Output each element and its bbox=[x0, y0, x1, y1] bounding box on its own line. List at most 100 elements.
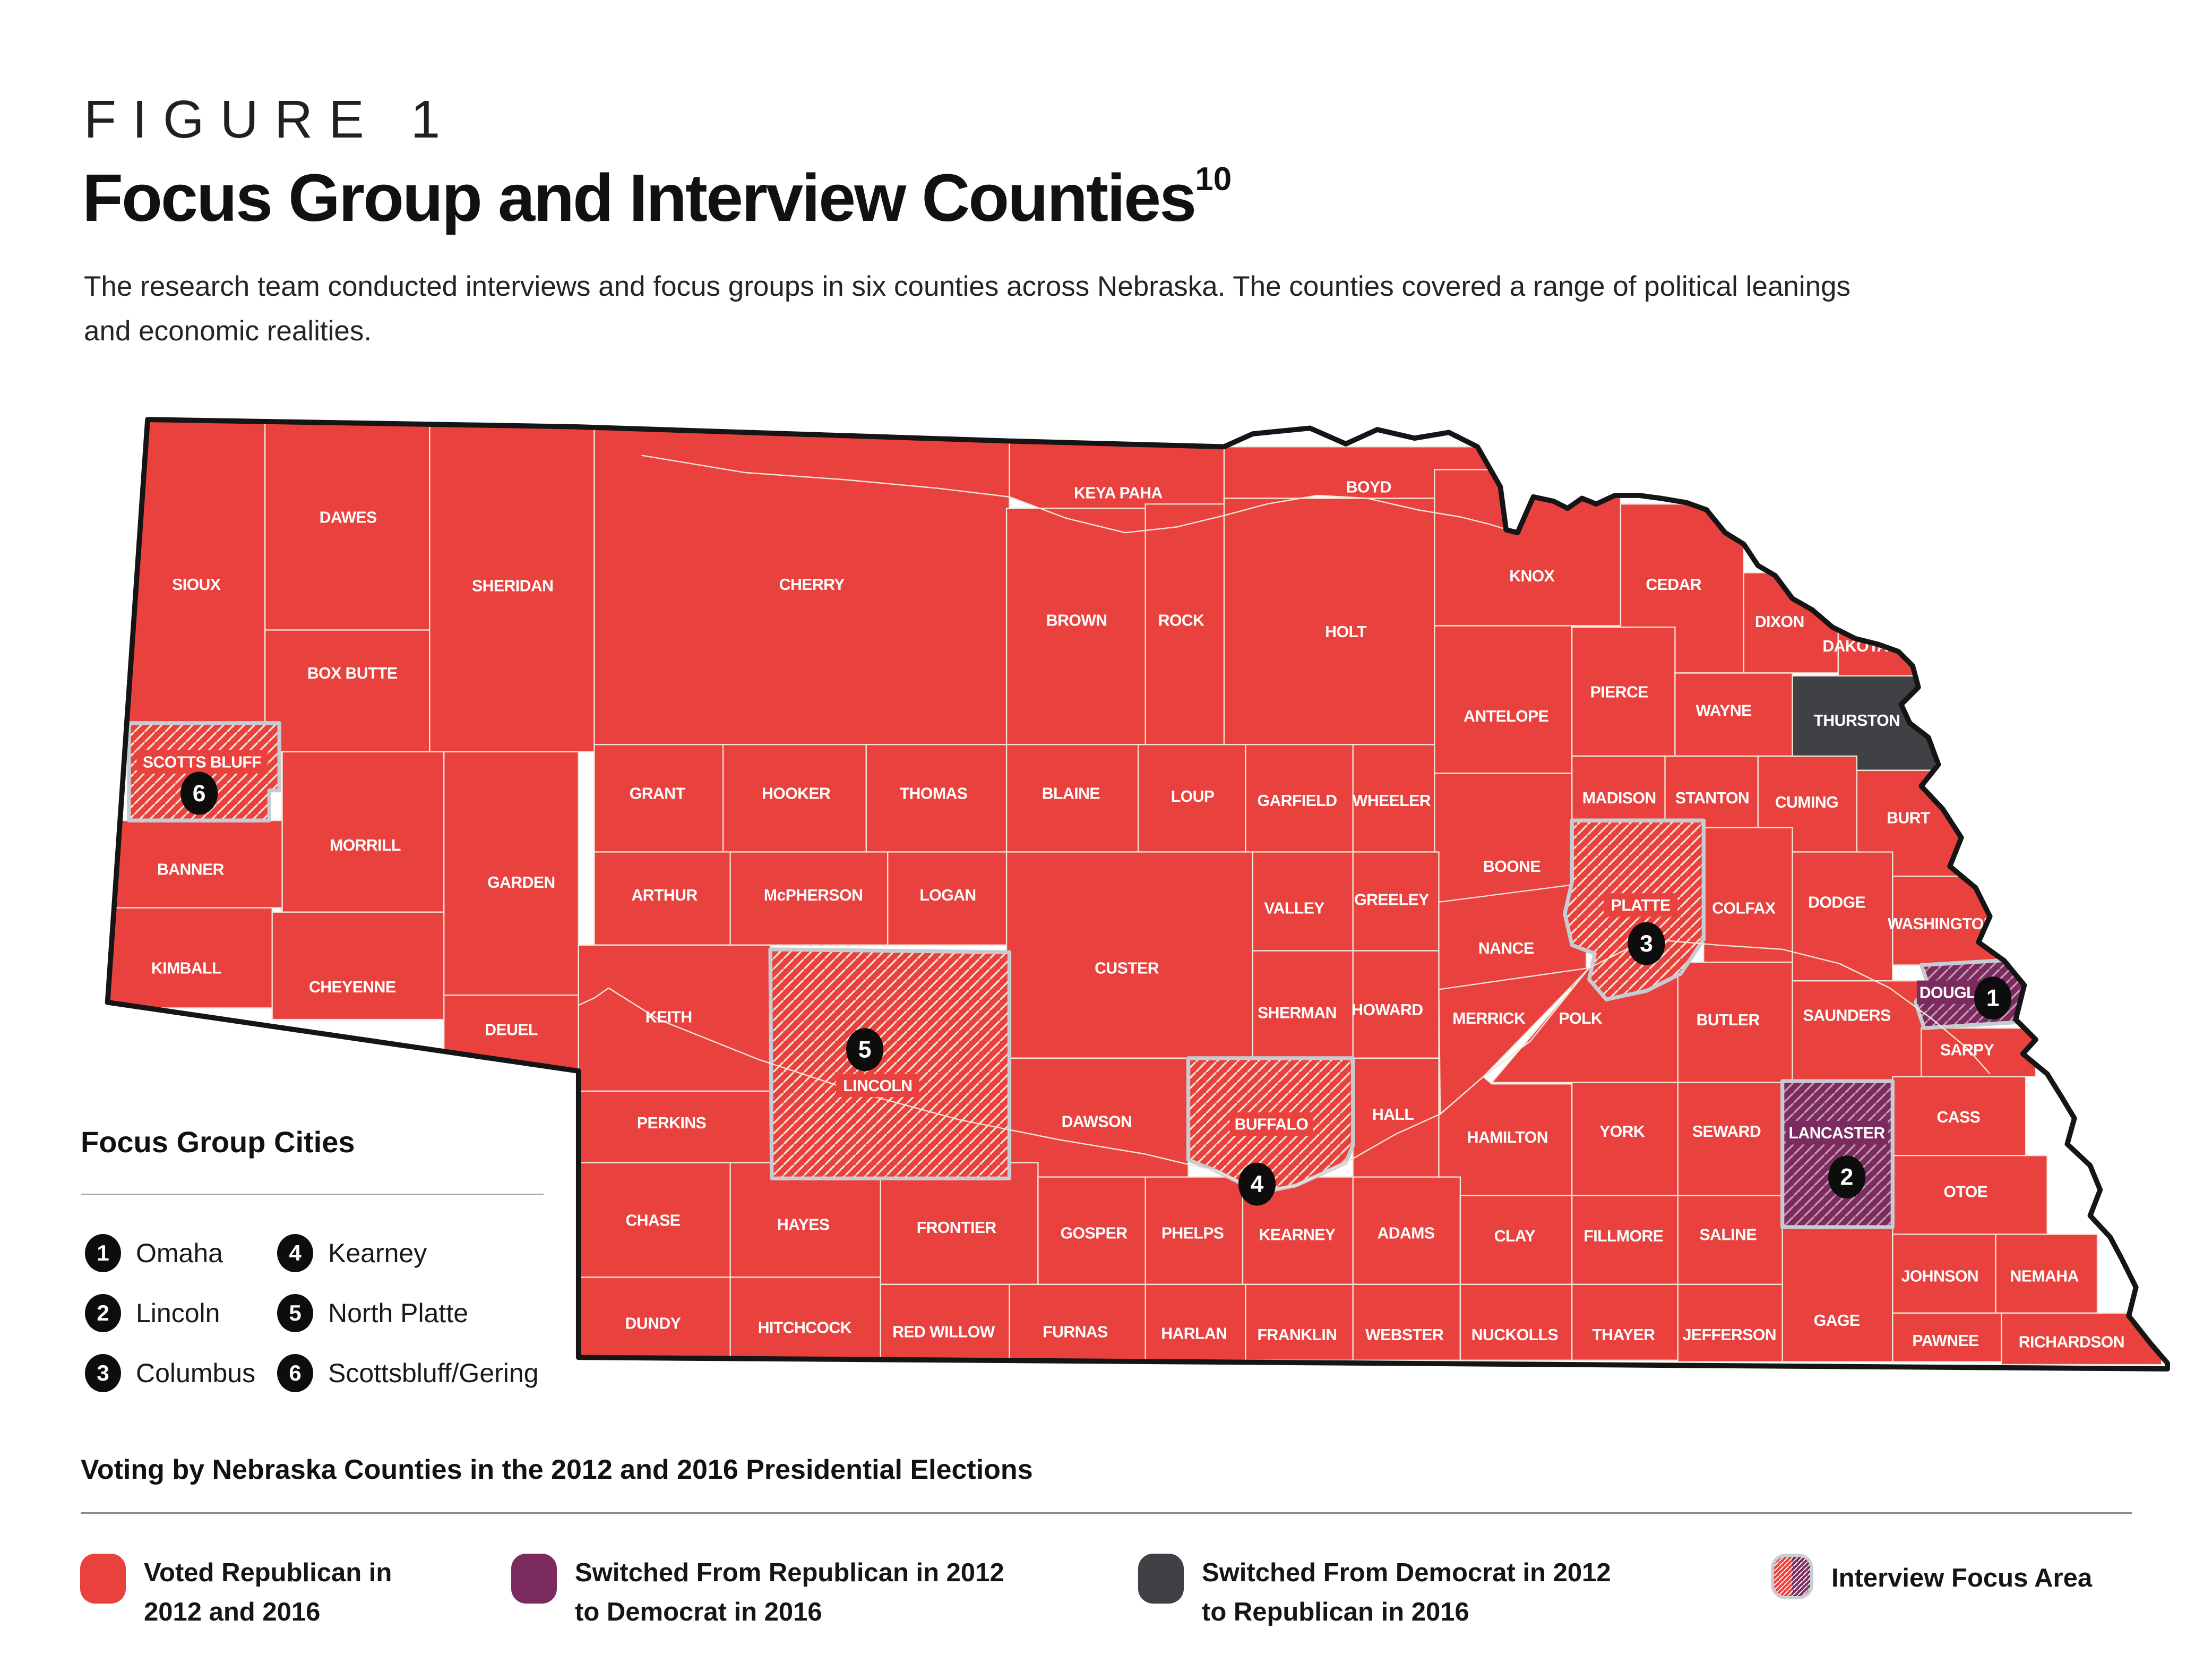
focus-city-number-badge: 1 bbox=[85, 1234, 121, 1272]
county-label-harlan: HARLAN bbox=[1161, 1325, 1227, 1342]
county-shape-custer bbox=[1005, 851, 1254, 1059]
county-label-gage: GAGE bbox=[1814, 1312, 1860, 1330]
county-labels-layer: SIOUX DAWES BOX BUTTE SHERIDAN CHERRY KEYA PA… bbox=[136, 479, 2125, 1351]
focus-city-item-scottsbluff-gering: 6 Scottsbluff/Gering bbox=[277, 1354, 539, 1392]
county-label-fillmore: FILLMORE bbox=[1583, 1228, 1663, 1245]
county-label-blaine: BLAINE bbox=[1042, 785, 1100, 803]
county-label-dawes: DAWES bbox=[320, 509, 377, 526]
county-shape-sarpy bbox=[1921, 1027, 2037, 1078]
map-marker-circle-6 bbox=[180, 772, 218, 815]
county-label-saline: SALINE bbox=[1699, 1226, 1756, 1244]
voting-legend-item-1: Voted Republican in 2012 and 2016 bbox=[80, 1554, 392, 1632]
county-label-hall: HALL bbox=[1372, 1106, 1414, 1124]
county-label-sherman: SHERMAN bbox=[1258, 1004, 1337, 1022]
county-shape-saunders bbox=[1792, 980, 1926, 1092]
county-label-greeley: GREELEY bbox=[1354, 891, 1429, 909]
county-label-jefferson: JEFFERSON bbox=[1683, 1326, 1776, 1344]
county-label-hamilton: HAMILTON bbox=[1467, 1129, 1548, 1146]
river-line-2 bbox=[578, 987, 609, 1006]
county-label-hayes: HAYES bbox=[777, 1216, 830, 1233]
footnote-superscript: 10 bbox=[1195, 161, 1232, 198]
county-label-bg-buffalo bbox=[1229, 1112, 1313, 1136]
county-shape-redwillow bbox=[880, 1283, 1010, 1361]
voting-legend-label-line2: to Republican in 2016 bbox=[1202, 1597, 1469, 1626]
county-label-howard: HOWARD bbox=[1352, 1001, 1423, 1019]
figure-description-line2: and economic realities. bbox=[84, 315, 372, 347]
county-label-nuckolls: NUCKOLLS bbox=[1471, 1326, 1558, 1344]
county-shape-franklin bbox=[1245, 1283, 1354, 1361]
map-marker-4: 4 bbox=[1238, 1162, 1276, 1206]
county-label-wayne: WAYNE bbox=[1695, 702, 1751, 719]
county-label-pierce: PIERCE bbox=[1590, 683, 1648, 701]
voting-legend-label: Switched From Republican in 2012 to Democ… bbox=[575, 1554, 1004, 1632]
county-label-deuel: DEUEL bbox=[485, 1022, 538, 1039]
county-label-sioux: SIOUX bbox=[172, 576, 221, 594]
county-label-cedar: CEDAR bbox=[1646, 576, 1701, 594]
county-shape-furnas bbox=[1009, 1283, 1146, 1361]
map-marker-5: 5 bbox=[846, 1028, 884, 1072]
voting-legend-swatch bbox=[80, 1554, 126, 1604]
county-label-logan: LOGAN bbox=[919, 887, 976, 904]
county-label-boyd: BOYD bbox=[1346, 479, 1391, 496]
map-marker-number-6: 6 bbox=[193, 781, 206, 807]
county-label-phelps: PHELPS bbox=[1161, 1225, 1224, 1242]
river-lines-layer bbox=[578, 455, 1991, 1192]
focus-group-cities-heading: Focus Group Cities bbox=[81, 1125, 355, 1159]
county-shapes-layer bbox=[107, 419, 2163, 1366]
county-label-butler: BUTLER bbox=[1697, 1012, 1760, 1029]
voting-legend-label: Voted Republican in 2012 and 2016 bbox=[144, 1554, 392, 1632]
county-shape-thayer bbox=[1571, 1283, 1679, 1361]
county-label-brown: BROWN bbox=[1046, 612, 1107, 629]
county-shape-harlan bbox=[1144, 1283, 1246, 1361]
map-marker-number-1: 1 bbox=[1986, 986, 2000, 1012]
county-label-kimball: KIMBALL bbox=[151, 960, 221, 978]
county-label-boone: BOONE bbox=[1483, 858, 1540, 876]
figure-number-label: FIGURE 1 bbox=[84, 90, 457, 149]
county-label-saunders: SAUNDERS bbox=[1803, 1007, 1890, 1025]
county-label-york: YORK bbox=[1599, 1123, 1645, 1141]
county-label-madison: MADISON bbox=[1582, 790, 1656, 807]
figure-description: The research team conducted interviews a… bbox=[84, 264, 2149, 353]
river-line-3 bbox=[608, 940, 1991, 1192]
county-label-antelope: ANTELOPE bbox=[1464, 708, 1548, 725]
map-marker-circle-1 bbox=[1974, 976, 2012, 1020]
county-label-gosper: GOSPER bbox=[1061, 1225, 1128, 1242]
county-shape-jefferson bbox=[1677, 1283, 1783, 1362]
county-label-morrill: MORRILL bbox=[330, 837, 401, 854]
county-label-thurston: THURSTON bbox=[1813, 712, 1900, 730]
county-label-clay: CLAY bbox=[1494, 1228, 1536, 1245]
map-marker-3: 3 bbox=[1628, 922, 1665, 965]
map-marker-6: 6 bbox=[180, 772, 218, 815]
county-label-lancaster: LANCASTER bbox=[1788, 1125, 1885, 1142]
voting-legend-label-line1: Voted Republican in bbox=[144, 1558, 392, 1587]
focus-city-number-badge: 6 bbox=[277, 1354, 313, 1392]
focus-city-name: North Platte bbox=[328, 1298, 469, 1328]
focus-city-item-lincoln: 2 Lincoln bbox=[85, 1294, 220, 1332]
voting-legend-item-2: Switched From Republican in 2012 to Democ… bbox=[511, 1554, 1004, 1632]
county-label-seward: SEWARD bbox=[1692, 1123, 1761, 1141]
focus-city-number-badge: 2 bbox=[85, 1294, 121, 1332]
county-label-hitchcock: HITCHCOCK bbox=[758, 1319, 852, 1337]
county-label-keyapaha: KEYA PAHA bbox=[1074, 484, 1163, 502]
county-label-lincoln: LINCOLN bbox=[843, 1077, 912, 1095]
county-label-cass: CASS bbox=[1937, 1109, 1981, 1126]
county-label-valley: VALLEY bbox=[1264, 899, 1324, 917]
county-label-nemaha: NEMAHA bbox=[2010, 1268, 2079, 1286]
voting-legend-divider bbox=[81, 1512, 2132, 1514]
county-shape-boone bbox=[1434, 773, 1573, 903]
map-marker-circle-2 bbox=[1828, 1155, 1866, 1199]
county-label-hooker: HOOKER bbox=[762, 785, 831, 803]
county-label-mcpherson: McPHERSON bbox=[764, 887, 863, 904]
county-hatch-lincoln bbox=[768, 947, 1012, 1180]
map-marker-number-4: 4 bbox=[1251, 1171, 1264, 1197]
county-label-knox: KNOX bbox=[1509, 568, 1554, 585]
county-label-kearney: KEARNEY bbox=[1259, 1226, 1336, 1244]
map-marker-circle-3 bbox=[1628, 922, 1665, 965]
focus-city-number-badge: 3 bbox=[85, 1354, 121, 1392]
map-marker-1: 1 bbox=[1974, 976, 2012, 1020]
focus-city-name: Columbus bbox=[136, 1358, 256, 1388]
voting-legend-item-4: Interview Focus Area bbox=[1771, 1554, 2092, 1604]
county-shape-boxbutte bbox=[264, 629, 431, 752]
county-shape-dodge bbox=[1792, 851, 1893, 982]
county-label-thayer: THAYER bbox=[1592, 1326, 1655, 1344]
